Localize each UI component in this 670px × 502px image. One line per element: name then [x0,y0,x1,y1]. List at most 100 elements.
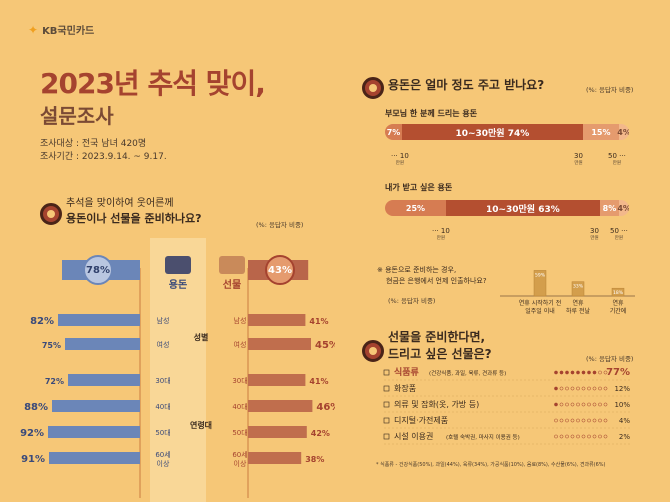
bar-yongdon-2 [48,426,140,438]
tick-30: 30 만원 [590,227,599,241]
seg-under-10: 25% [385,200,446,216]
star-icon: ✦ [28,22,39,37]
page-subtitle: 설문조사 [40,104,114,128]
q2-receive-label: 내가 받고 싶은 용돈 [385,183,453,192]
seg-10-30: 10~30만원 63% [446,200,600,216]
gift-dot [570,370,575,375]
gift-dot [570,434,575,439]
bar-gift-3 [248,452,302,464]
gift-label-3: 디지털·가전제품 [394,415,448,425]
group-label-age: 연령대 [190,420,212,430]
value-yongdon-3: 91% [21,454,45,465]
question-icon [40,203,62,225]
seg-30-50: 8% [599,200,620,216]
gift-dot [587,434,591,439]
gift-dot [554,434,558,439]
category-right-2: 50대 [232,429,247,437]
gift-dot [587,386,591,391]
checkbox-icon [383,433,390,440]
gift-dot [559,434,564,439]
q1-line2: 용돈이나 선물을 준비하나요? [66,212,202,225]
bar-yongdon-3 [49,452,140,464]
checkbox-icon [383,385,390,392]
q3-bar-0 [533,270,547,297]
gift-dot [576,370,580,375]
q1-note: (%: 응답자 비중) [256,221,304,229]
kb-logo: ✦ KB국민카드 [28,22,95,38]
q3-note: (%: 응답자 비중) [388,297,436,305]
checkbox-icon [383,417,390,424]
value-gift-3: 38% [305,455,324,464]
gift-dot [559,386,564,391]
q3-value-0: 59% [535,272,546,278]
gift-dot [598,370,602,375]
seg-over-50: 4% [617,124,629,140]
q3-category-1: 하루 전날 [566,307,590,315]
q4-note: (%: 응답자 비중) [586,355,634,363]
gift-dot [559,402,564,407]
value-gift-1: 45% [315,340,335,351]
q3-category-2: 연휴 [612,299,624,307]
q3-line2: 현금은 은행에서 언제 인출하나요? [386,277,487,285]
gift-dot [554,370,558,375]
gift-dot [592,434,597,439]
gift-dot [587,370,591,375]
category-right-3: 60세 [232,450,247,459]
gift-dot [581,370,586,375]
label-yongdon: 용돈 [169,279,187,291]
bar-gift-1 [248,338,311,350]
q3-category-0: 연휴 시작하기 전 [519,299,561,307]
q1-center-column [150,238,206,502]
q3-category-1: 연휴 [572,299,584,307]
bar-gift-1 [248,400,313,412]
gift-dot [603,370,608,375]
q3-value-1: 33% [573,284,584,290]
gift-dot [581,402,586,407]
q3-line1: ※ 용돈으로 준비하는 경우, [377,266,457,274]
bar-yongdon-1 [52,400,140,412]
q3-category-0: 일주일 이내 [525,307,555,315]
value-yongdon-1: 75% [42,341,61,350]
gift-dot [565,370,569,375]
gift-dot [592,418,597,423]
category-right-3: 이상 [234,459,247,468]
survey-period: 조사기간 : 2023.9.14. ~ 9.17. [40,152,167,162]
category-left-2: 50대 [155,429,170,437]
gift-dot [565,418,569,423]
gift-dot [576,418,580,423]
question-icon [362,77,384,99]
gift-dot [565,434,569,439]
category-left-1: 여성 [157,340,170,349]
gift-value-2: 10% [614,401,630,409]
category-left-0: 30대 [155,377,170,385]
category-left-1: 40대 [155,403,170,411]
gift-dot [603,434,608,439]
category-left-0: 남성 [157,316,170,325]
gift-dot [603,402,608,407]
q2-parents-label: 부모님 한 분께 드리는 용돈 [385,109,478,118]
tick-30: 30 만원 [574,152,583,166]
overall-left-circle [83,255,113,285]
value-yongdon-0: 72% [45,377,64,386]
gift-icon [219,256,245,274]
seg-10-30: 10~30만원 74% [402,124,583,140]
value-gift-1: 46% [316,402,335,413]
gift-dot [559,370,564,375]
gift-dot [603,386,608,391]
seg-30-50: 15% [582,124,620,140]
gift-dot [576,386,580,391]
gift-label-2: 의류 및 잡화(옷, 가방 등) [394,399,479,409]
gift-dot [565,386,569,391]
overall-right-value: 43% [268,265,292,276]
category-right-0: 30대 [232,377,247,385]
overall-right-circle [265,255,295,285]
category-right-1: 40대 [232,403,247,411]
value-yongdon-2: 92% [20,428,44,439]
category-right-1: 여성 [234,340,247,349]
q3-title: ※ 용돈으로 준비하는 경우, 현금은 은행에서 언제 인출하나요? [377,265,487,287]
q4-footnote: * 식품류 - 건강식품(50%), 과일(44%), 육류(34%), 가공식… [376,462,606,468]
value-gift-0: 41% [309,317,328,326]
gift-value-1: 12% [614,385,630,393]
logo-text: KB국민카드 [42,26,95,37]
